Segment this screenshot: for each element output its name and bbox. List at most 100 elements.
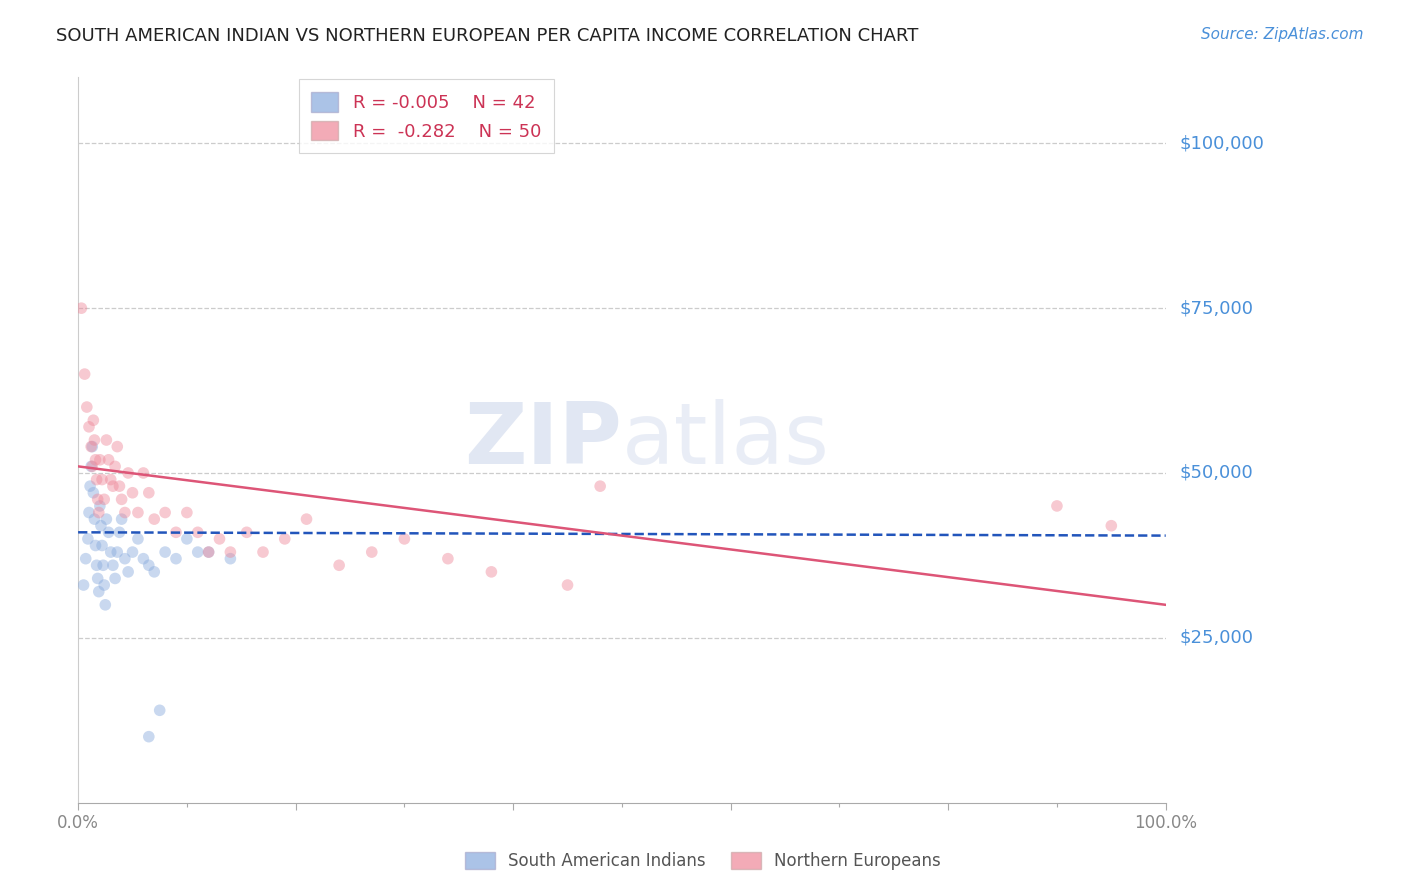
- Point: [138, 730, 160, 744]
- Legend: South American Indians, Northern Europeans: South American Indians, Northern Europea…: [458, 845, 948, 877]
- Point: [83, 433, 105, 447]
- Point: [70, 301, 93, 315]
- Point: [165, 551, 187, 566]
- Point: [437, 551, 460, 566]
- Point: [328, 558, 350, 573]
- Point: [80, 459, 103, 474]
- Point: [143, 565, 166, 579]
- Point: [138, 558, 160, 573]
- Text: $100,000: $100,000: [1180, 135, 1264, 153]
- Text: ZIP: ZIP: [464, 399, 621, 482]
- Point: [97, 525, 120, 540]
- Point: [87, 584, 110, 599]
- Point: [149, 703, 172, 717]
- Point: [208, 532, 231, 546]
- Point: [86, 571, 108, 585]
- Text: atlas: atlas: [621, 399, 830, 482]
- Point: [86, 558, 108, 573]
- Point: [93, 492, 115, 507]
- Point: [121, 485, 143, 500]
- Point: [138, 485, 160, 500]
- Text: $75,000: $75,000: [1180, 299, 1254, 318]
- Point: [114, 551, 136, 566]
- Point: [132, 466, 155, 480]
- Point: [114, 506, 136, 520]
- Point: [72, 578, 94, 592]
- Text: $50,000: $50,000: [1180, 464, 1253, 482]
- Point: [89, 452, 111, 467]
- Point: [91, 558, 114, 573]
- Point: [252, 545, 274, 559]
- Point: [87, 506, 110, 520]
- Point: [117, 565, 139, 579]
- Point: [127, 532, 149, 546]
- Point: [111, 512, 134, 526]
- Point: [75, 551, 97, 566]
- Point: [589, 479, 612, 493]
- Point: [1046, 499, 1069, 513]
- Point: [76, 400, 98, 414]
- Point: [165, 525, 187, 540]
- Point: [101, 558, 124, 573]
- Point: [77, 506, 100, 520]
- Point: [176, 506, 198, 520]
- Point: [557, 578, 579, 592]
- Point: [153, 506, 176, 520]
- Point: [127, 506, 149, 520]
- Point: [83, 512, 105, 526]
- Point: [105, 440, 128, 454]
- Point: [84, 452, 107, 467]
- Point: [73, 367, 96, 381]
- Point: [1099, 518, 1122, 533]
- Point: [93, 578, 115, 592]
- Point: [360, 545, 382, 559]
- Point: [82, 485, 104, 500]
- Point: [197, 545, 219, 559]
- Point: [100, 473, 122, 487]
- Point: [104, 459, 127, 474]
- Point: [80, 440, 103, 454]
- Point: [295, 512, 318, 526]
- Point: [176, 532, 198, 546]
- Point: [96, 433, 118, 447]
- Point: [153, 545, 176, 559]
- Point: [89, 499, 111, 513]
- Point: [94, 598, 117, 612]
- Point: [77, 532, 100, 546]
- Point: [105, 545, 128, 559]
- Point: [197, 545, 219, 559]
- Point: [187, 545, 209, 559]
- Point: [91, 539, 114, 553]
- Point: [117, 466, 139, 480]
- Point: [77, 420, 100, 434]
- Text: $25,000: $25,000: [1180, 629, 1254, 647]
- Point: [187, 525, 209, 540]
- Point: [86, 473, 108, 487]
- Point: [274, 532, 297, 546]
- Point: [481, 565, 503, 579]
- Point: [132, 551, 155, 566]
- Text: SOUTH AMERICAN INDIAN VS NORTHERN EUROPEAN PER CAPITA INCOME CORRELATION CHART: SOUTH AMERICAN INDIAN VS NORTHERN EUROPE…: [56, 27, 918, 45]
- Point: [219, 551, 242, 566]
- Point: [121, 545, 143, 559]
- Point: [86, 492, 108, 507]
- Point: [82, 413, 104, 427]
- Point: [96, 512, 118, 526]
- Text: Source: ZipAtlas.com: Source: ZipAtlas.com: [1201, 27, 1364, 42]
- Point: [79, 479, 101, 493]
- Point: [394, 532, 416, 546]
- Point: [235, 525, 257, 540]
- Point: [90, 518, 112, 533]
- Point: [104, 571, 127, 585]
- Point: [82, 440, 104, 454]
- Point: [97, 452, 120, 467]
- Point: [111, 492, 134, 507]
- Point: [100, 545, 122, 559]
- Point: [143, 512, 166, 526]
- Point: [91, 473, 114, 487]
- Point: [219, 545, 242, 559]
- Point: [108, 525, 131, 540]
- Legend: R = -0.005    N = 42, R =  -0.282    N = 50: R = -0.005 N = 42, R = -0.282 N = 50: [298, 79, 554, 153]
- Point: [82, 459, 104, 474]
- Point: [101, 479, 124, 493]
